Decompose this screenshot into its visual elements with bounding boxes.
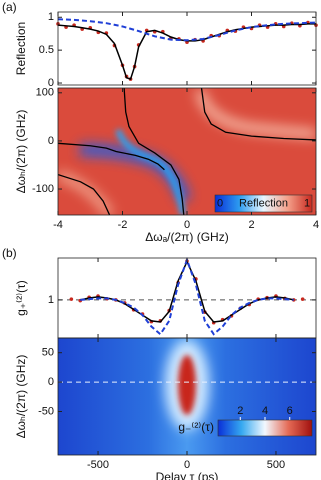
x-axis-label: Δωₐ/(2π) (GHz) bbox=[145, 230, 228, 244]
heatmap-b-image bbox=[58, 338, 316, 455]
y-tick-label: 100 bbox=[36, 87, 54, 99]
y-tick-label: 1 bbox=[48, 294, 54, 306]
fit-curve bbox=[123, 88, 185, 215]
panel-label: (a) bbox=[2, 0, 17, 14]
x-tick-label: 4 bbox=[313, 219, 319, 231]
colorbar-tick-label: 4 bbox=[262, 405, 268, 417]
fit-curve bbox=[200, 88, 316, 141]
colorbar bbox=[217, 419, 313, 437]
y-tick-label: 0 bbox=[48, 135, 54, 147]
x-axis-label: Delay τ (ps) bbox=[156, 470, 219, 480]
y-axis-label: g₊⁽²⁾(τ) bbox=[14, 280, 28, 316]
x-tick-label: 500 bbox=[267, 459, 285, 471]
model-line bbox=[57, 18, 317, 42]
model-line bbox=[80, 256, 294, 336]
colorbar-label: g₋⁽²⁾(τ) bbox=[178, 420, 214, 434]
x-tick-label: -4 bbox=[53, 219, 63, 231]
fit-curve bbox=[58, 173, 111, 215]
x-tick-label: 0 bbox=[184, 219, 190, 231]
fit-curve bbox=[58, 142, 165, 171]
x-tick-label: -500 bbox=[87, 459, 109, 471]
heatmap-a-image bbox=[58, 88, 316, 215]
y-tick-label: 0 bbox=[48, 77, 54, 89]
y-axis-label: Δωₕ/(2π) (GHz) bbox=[14, 110, 28, 194]
y-tick-label: 1 bbox=[48, 11, 54, 23]
fit-line bbox=[80, 260, 294, 323]
colorbar-tick-label: 1 bbox=[304, 197, 310, 209]
colorbar bbox=[214, 194, 313, 213]
axes-frame bbox=[57, 11, 317, 86]
y-tick-label: -50 bbox=[38, 405, 54, 417]
y-tick-label: 50 bbox=[42, 347, 54, 359]
data-point bbox=[69, 297, 74, 301]
panel-label: (b) bbox=[2, 246, 17, 260]
colorbar-tick-label: 6 bbox=[287, 405, 293, 417]
x-tick-label: 0 bbox=[184, 459, 190, 471]
data-point bbox=[300, 297, 305, 301]
colorbar-tick-label: 0 bbox=[217, 197, 223, 209]
y-tick-label: 0.5 bbox=[39, 44, 54, 56]
x-tick-label: 2 bbox=[248, 219, 254, 231]
y-tick-label: -100 bbox=[32, 183, 54, 195]
y-axis-label: Δωₕ/(2π) (GHz) bbox=[14, 355, 28, 439]
y-axis-label: Reflection bbox=[14, 22, 28, 75]
colorbar-label: Reflection bbox=[239, 197, 288, 209]
colorbar-tick-label: 2 bbox=[237, 405, 243, 417]
x-tick-label: -2 bbox=[118, 219, 128, 231]
y-tick-label: 0 bbox=[48, 376, 54, 388]
